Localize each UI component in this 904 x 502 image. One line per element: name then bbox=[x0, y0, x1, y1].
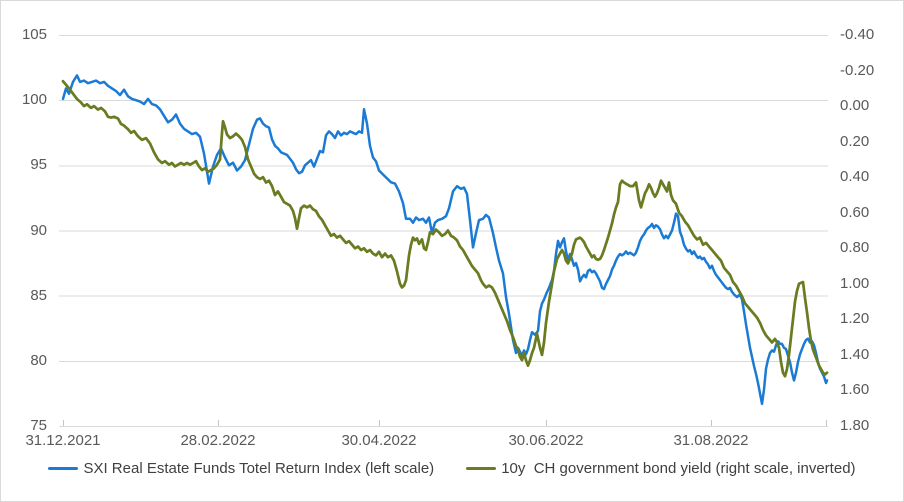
left-axis-tick-label: 80 bbox=[30, 351, 47, 369]
right-axis-tick-label: -0.40 bbox=[840, 26, 875, 43]
legend-item-sxi: SXI Real Estate Funds Totel Return Index… bbox=[48, 460, 434, 477]
legend-line-swatch-blue bbox=[48, 467, 79, 470]
right-axis-tick-label: 0.00 bbox=[840, 97, 870, 115]
legend: SXI Real Estate Funds Totel Return Index… bbox=[1, 460, 903, 477]
x-axis-tick-label: 28.02.2022 bbox=[180, 432, 256, 449]
series-line-sxi bbox=[61, 74, 829, 406]
right-axis-tick-label: 1.80 bbox=[840, 417, 870, 434]
right-axis-tick-label: 1.00 bbox=[840, 274, 870, 292]
x-axis-tick-label: 30.04.2022 bbox=[341, 432, 417, 449]
left-axis-tick-label: 105 bbox=[21, 26, 47, 43]
x-axis-tick-label: 31.12.2021 bbox=[25, 432, 101, 449]
x-axis-tick-label: 31.08.2022 bbox=[673, 432, 749, 449]
series-line-bond-yield bbox=[61, 79, 829, 378]
legend-line-swatch-green bbox=[466, 467, 497, 470]
legend-item-bond-yield: 10y CH government bond yield (right scal… bbox=[466, 460, 856, 477]
right-axis-tick-label: 0.80 bbox=[840, 239, 870, 257]
right-axis-tick-label: 1.60 bbox=[840, 381, 870, 399]
legend-label-bond-yield: 10y CH government bond yield (right scal… bbox=[501, 460, 856, 477]
left-axis-tick-label: 75 bbox=[30, 417, 47, 434]
x-axis-tick-label: 30.06.2022 bbox=[508, 432, 584, 449]
right-axis-tick-label: 1.40 bbox=[840, 345, 870, 363]
left-axis-tick-label: 85 bbox=[30, 286, 47, 304]
right-axis-tick-label: 0.40 bbox=[840, 168, 870, 186]
right-axis-tick-label: 0.60 bbox=[840, 203, 870, 221]
right-axis-tick-label: 0.20 bbox=[840, 132, 870, 150]
right-axis-tick-label: -0.20 bbox=[840, 61, 875, 79]
left-axis-tick-label: 95 bbox=[30, 156, 47, 174]
legend-label-sxi: SXI Real Estate Funds Totel Return Index… bbox=[83, 460, 435, 477]
left-axis-tick-label: 100 bbox=[21, 91, 47, 109]
left-axis-tick-label: 90 bbox=[30, 221, 47, 239]
right-axis-tick-label: 1.20 bbox=[840, 310, 870, 328]
